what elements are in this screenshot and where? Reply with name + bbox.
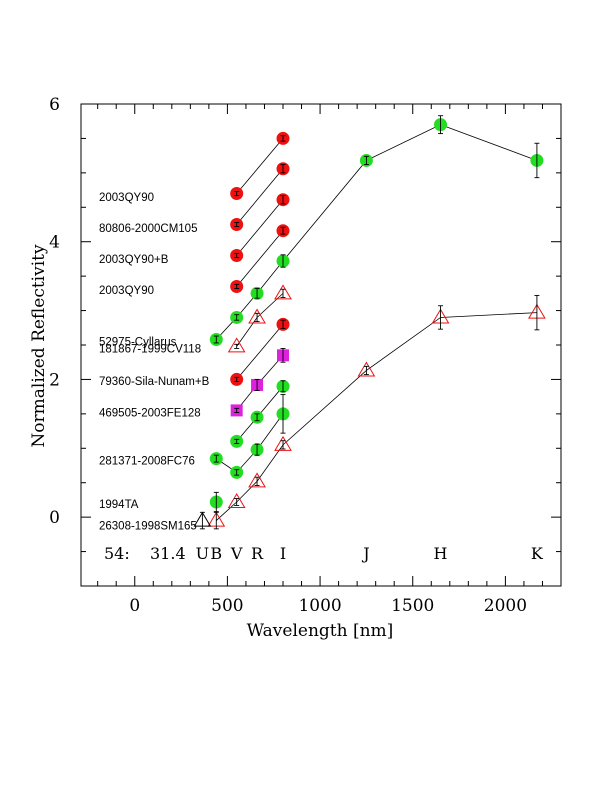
footer-value: 31.4 [150, 544, 186, 563]
object-label: 2003QY90+B [99, 254, 169, 266]
series-7 [230, 347, 290, 417]
series-line [236, 138, 284, 194]
y-tick-label: 6 [49, 95, 60, 115]
series-10 [207, 294, 546, 530]
y-tick-label: 4 [49, 233, 60, 253]
object-label: 79360-Sila-Nunam+B [99, 376, 210, 388]
series-2 [230, 193, 290, 262]
band-label-I: I [280, 544, 286, 563]
object-label: 281371-2008FC76 [99, 456, 195, 468]
series-8 [230, 379, 290, 448]
series-9 [209, 394, 290, 479]
object-label: 1994TA [99, 499, 139, 511]
x-tick-label: 2000 [484, 596, 527, 616]
y-tick-label: 2 [49, 370, 60, 390]
axes: 0 500 1000 1500 2000 0 2 4 6 [49, 95, 562, 616]
y-axis-title: Normalized Reflectivity [29, 244, 49, 448]
object-label: 2003QY90 [99, 192, 154, 204]
series-layer [193, 115, 546, 530]
series-5 [227, 284, 292, 353]
band-label-J: J [361, 544, 369, 563]
series-line [236, 324, 284, 380]
band-label-U: U [196, 544, 209, 563]
band-label-K: K [531, 544, 544, 563]
data-point [274, 435, 292, 451]
band-label-R: R [251, 544, 264, 563]
y-tick-label: 0 [49, 508, 60, 528]
footer-index: 54: [104, 544, 130, 563]
x-axis-title: Wavelength [nm] [247, 621, 394, 641]
series-1 [230, 162, 290, 231]
object-label: 52975-Cyllarus [99, 337, 177, 349]
series-line [236, 168, 284, 225]
series-12 [193, 511, 212, 530]
x-tick-label: 1500 [391, 596, 434, 616]
x-tick-label: 0 [129, 596, 140, 616]
series-line [216, 413, 284, 473]
series-11 [209, 491, 223, 513]
data-point [227, 337, 246, 353]
series-4 [209, 115, 544, 346]
object-label: 181867-1999CV118 [99, 343, 201, 355]
object-label: 26308-1998SM165 [99, 520, 197, 532]
object-labels: 2003QY90 80806-2000CM105 2003QY90+B 2003QY9… [99, 192, 210, 532]
data-point [248, 472, 266, 488]
series-0 [230, 131, 290, 201]
object-label: 469505-2003FE128 [99, 407, 201, 419]
series-6 [230, 317, 290, 386]
band-label-V: V [230, 544, 243, 563]
series-line [236, 230, 284, 287]
series-line [236, 199, 284, 256]
data-point [357, 361, 376, 377]
x-tick-label: 1000 [298, 596, 341, 616]
object-label: 2003QY90 [99, 285, 154, 297]
data-point [248, 308, 266, 324]
band-label-B: B [210, 544, 222, 563]
series-line [236, 293, 284, 347]
object-label: 80806-2000CM105 [99, 223, 197, 235]
data-point [227, 493, 246, 508]
series-line [215, 124, 538, 340]
series-line [216, 312, 537, 521]
data-point [274, 284, 292, 300]
series-3 [230, 224, 290, 293]
band-label-H: H [434, 544, 448, 563]
x-tick-label: 500 [211, 596, 243, 616]
